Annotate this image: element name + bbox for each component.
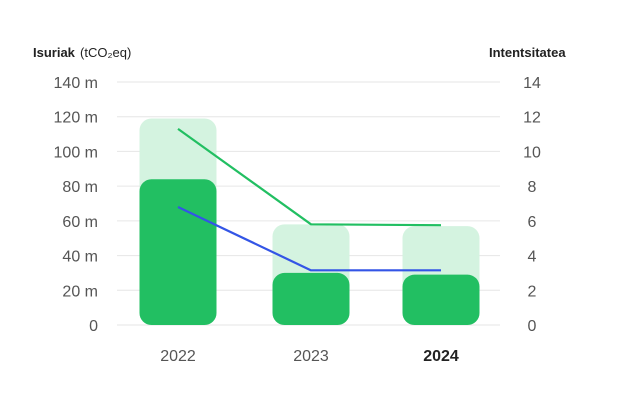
- left-tick-label: 120 m: [54, 110, 98, 127]
- intensity-line: [177, 127, 442, 227]
- left-tick-label: 60 m: [62, 214, 98, 231]
- left-tick-label: 0: [89, 318, 98, 335]
- right-tick-label: 14: [523, 75, 541, 92]
- right-tick-label: 12: [523, 110, 541, 127]
- bar-emissions: [139, 179, 217, 325]
- left-tick-label: 140 m: [54, 75, 98, 92]
- bars: [139, 118, 480, 325]
- right-tick-label: 4: [528, 249, 537, 266]
- right-tick-label: 2: [528, 283, 537, 300]
- category-label: 2022: [160, 348, 196, 365]
- left-axis-unit: (tCO₂eq): [80, 45, 131, 60]
- category-label: 2023: [293, 348, 329, 365]
- left-tick-label: 100 m: [54, 144, 98, 161]
- left-tick-label: 40 m: [62, 249, 98, 266]
- right-tick-label: 6: [528, 214, 537, 231]
- right-tick-label: 8: [528, 179, 537, 196]
- intensity-line: [177, 205, 441, 272]
- left-axis-title: Isuriak: [33, 45, 76, 60]
- right-axis-title: Intentsitatea: [489, 45, 566, 60]
- left-tick-label: 80 m: [62, 179, 98, 196]
- right-tick-label: 10: [523, 144, 541, 161]
- bar-emissions: [272, 272, 350, 325]
- axis-labels: 0 20 m 40 m 60 m 80 m 100 m 120 m 140 m 0 2 4 6 8 10 1…: [54, 75, 541, 365]
- bar-emissions: [402, 274, 480, 325]
- category-label: 2024: [423, 348, 459, 365]
- lines: [177, 127, 442, 272]
- right-tick-label: 0: [528, 318, 537, 335]
- left-tick-label: 20 m: [62, 283, 98, 300]
